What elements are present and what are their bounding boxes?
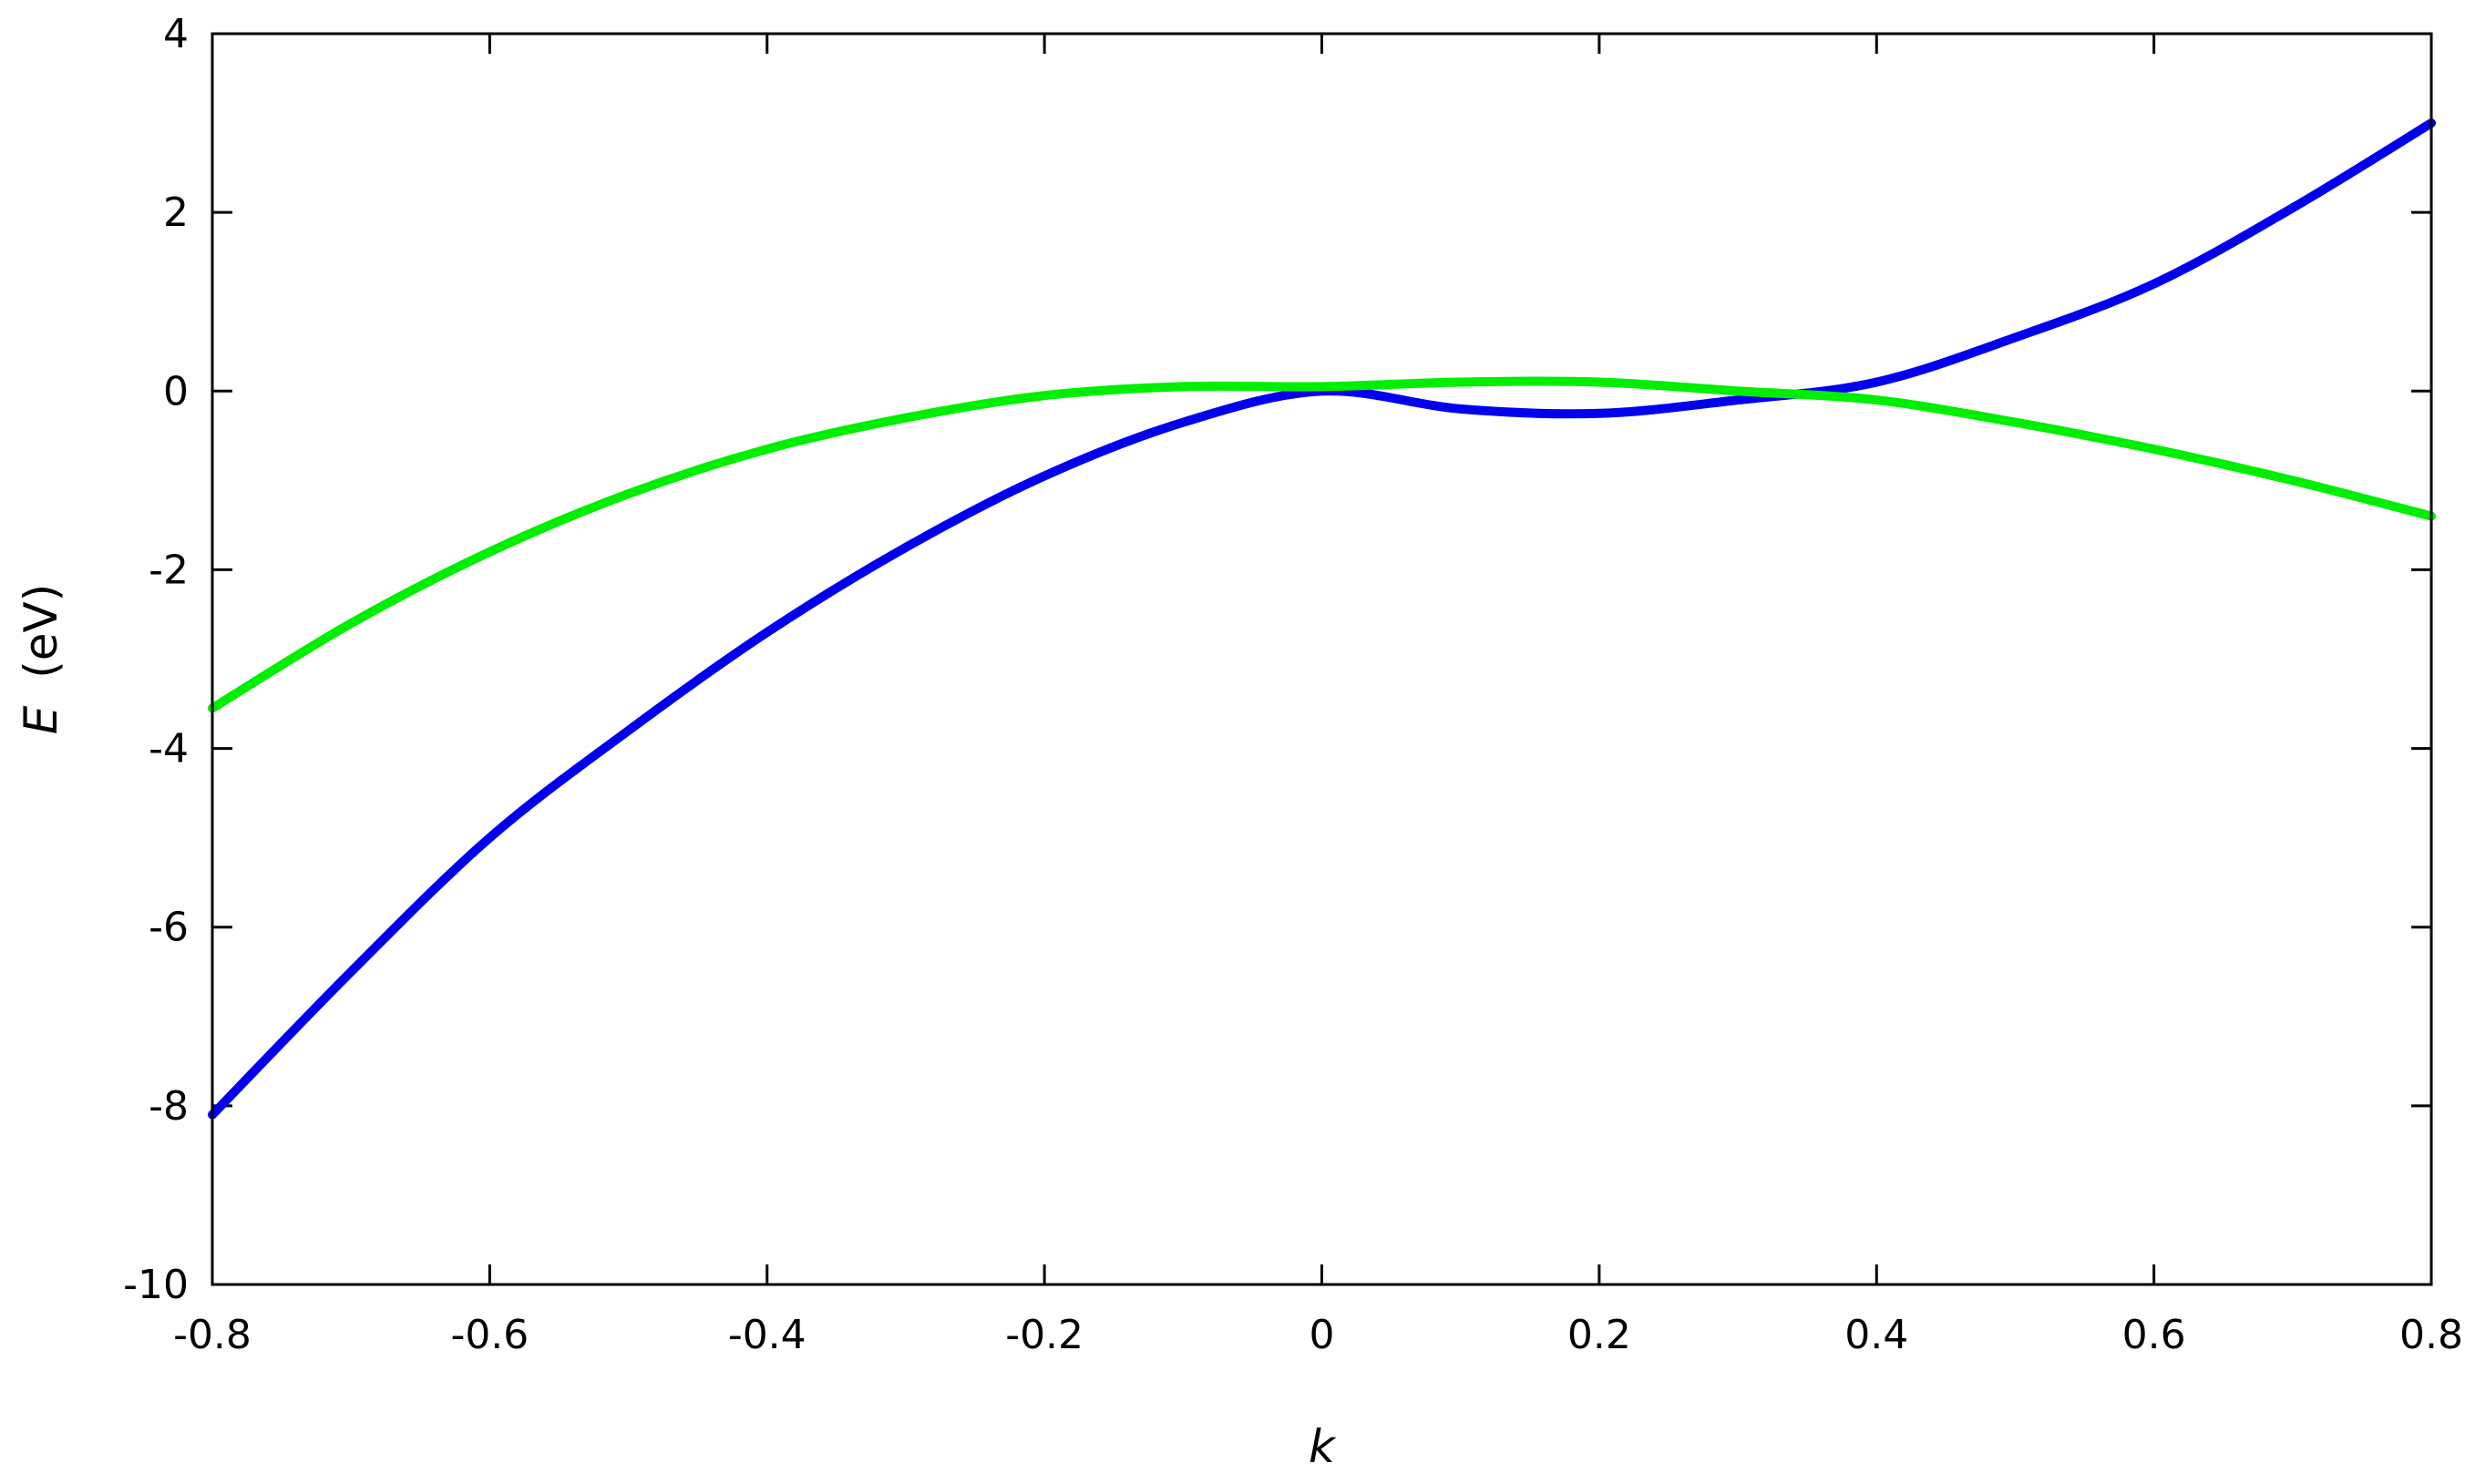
plot-frame [211,32,2433,1286]
x-tick-label: -0.6 [450,1312,529,1358]
y-tick-label: 4 [163,11,189,57]
labels-layer: -0.8 -0.6 -0.4 -0.2 0 0.2 0.4 0.6 0.8 -10 -8 -6 -4 -2… [123,11,2463,1358]
y-tick-label: -2 [149,547,189,593]
x-tick-label: -0.4 [728,1312,806,1358]
y-tick-label: -10 [123,1262,189,1308]
y-tick-label: 0 [163,368,189,414]
x-tick-label: -0.8 [173,1312,252,1358]
x-tick-label: 0.2 [1567,1312,1631,1358]
series-line-blue [208,118,2436,1120]
y-axis-label-unit: (eV) [15,584,67,679]
y-tick-label: -4 [149,726,189,773]
y-tick-label: 2 [163,189,189,236]
x-axis-label: k [1309,1420,1337,1473]
series-line-green [208,376,2436,713]
x-tick-label: 0 [1310,1312,1335,1358]
ticks-layer [211,32,2433,1286]
y-tick-label: -8 [149,1083,189,1130]
y-axis-label-symbol: E [15,705,67,734]
x-tick-label: 0.6 [2122,1312,2186,1358]
y-axis-label: E (eV) [15,584,67,734]
series-layer [208,118,2436,1120]
x-tick-label: -0.2 [1005,1312,1084,1358]
y-tick-label: -6 [149,905,189,951]
x-tick-label: 0.8 [2399,1312,2463,1358]
x-tick-label: 0.4 [1844,1312,1908,1358]
